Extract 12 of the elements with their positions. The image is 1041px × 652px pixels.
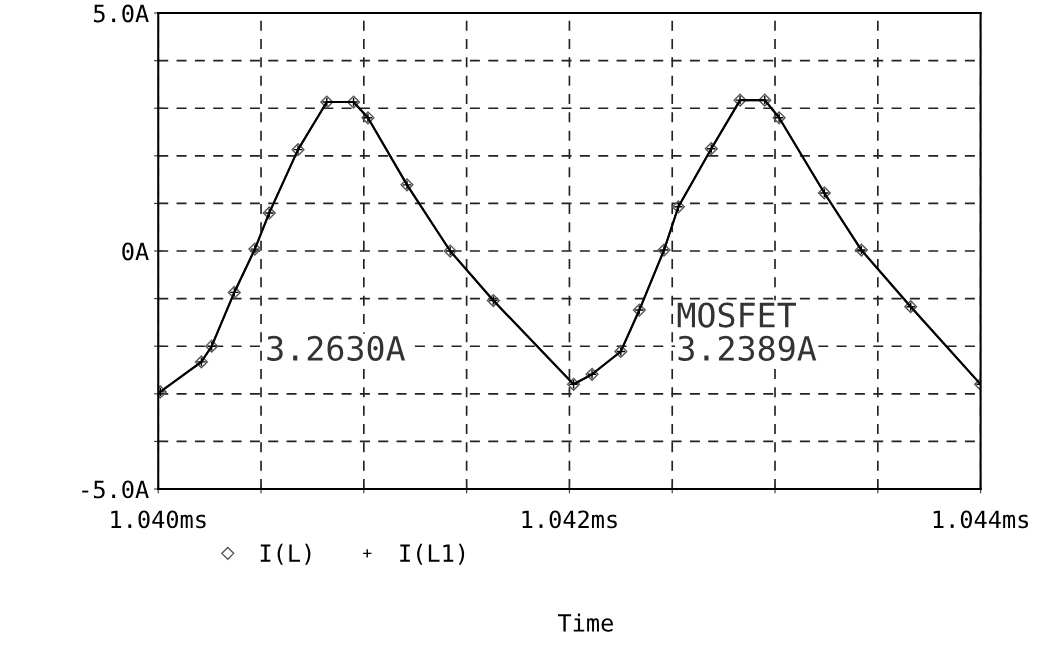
annotation: 3.2389A — [678, 335, 817, 361]
legend-label: I(L1) — [400, 543, 465, 565]
x-tick-label: 1.042ms — [522, 510, 617, 529]
x-tick-label: 1.044ms — [933, 510, 1029, 529]
x-axis-title: Time — [557, 613, 613, 632]
annotation: MOSFET — [677, 302, 796, 328]
y-tick-label: -5.0A — [82, 480, 149, 499]
legend-label: I(L) — [260, 543, 311, 565]
y-tick-label: 5.0A — [93, 4, 149, 23]
y-tick-label: 0A — [122, 242, 149, 261]
x-tick-label: 1.040ms — [111, 510, 206, 529]
annotation: 3.2630A — [267, 335, 406, 361]
